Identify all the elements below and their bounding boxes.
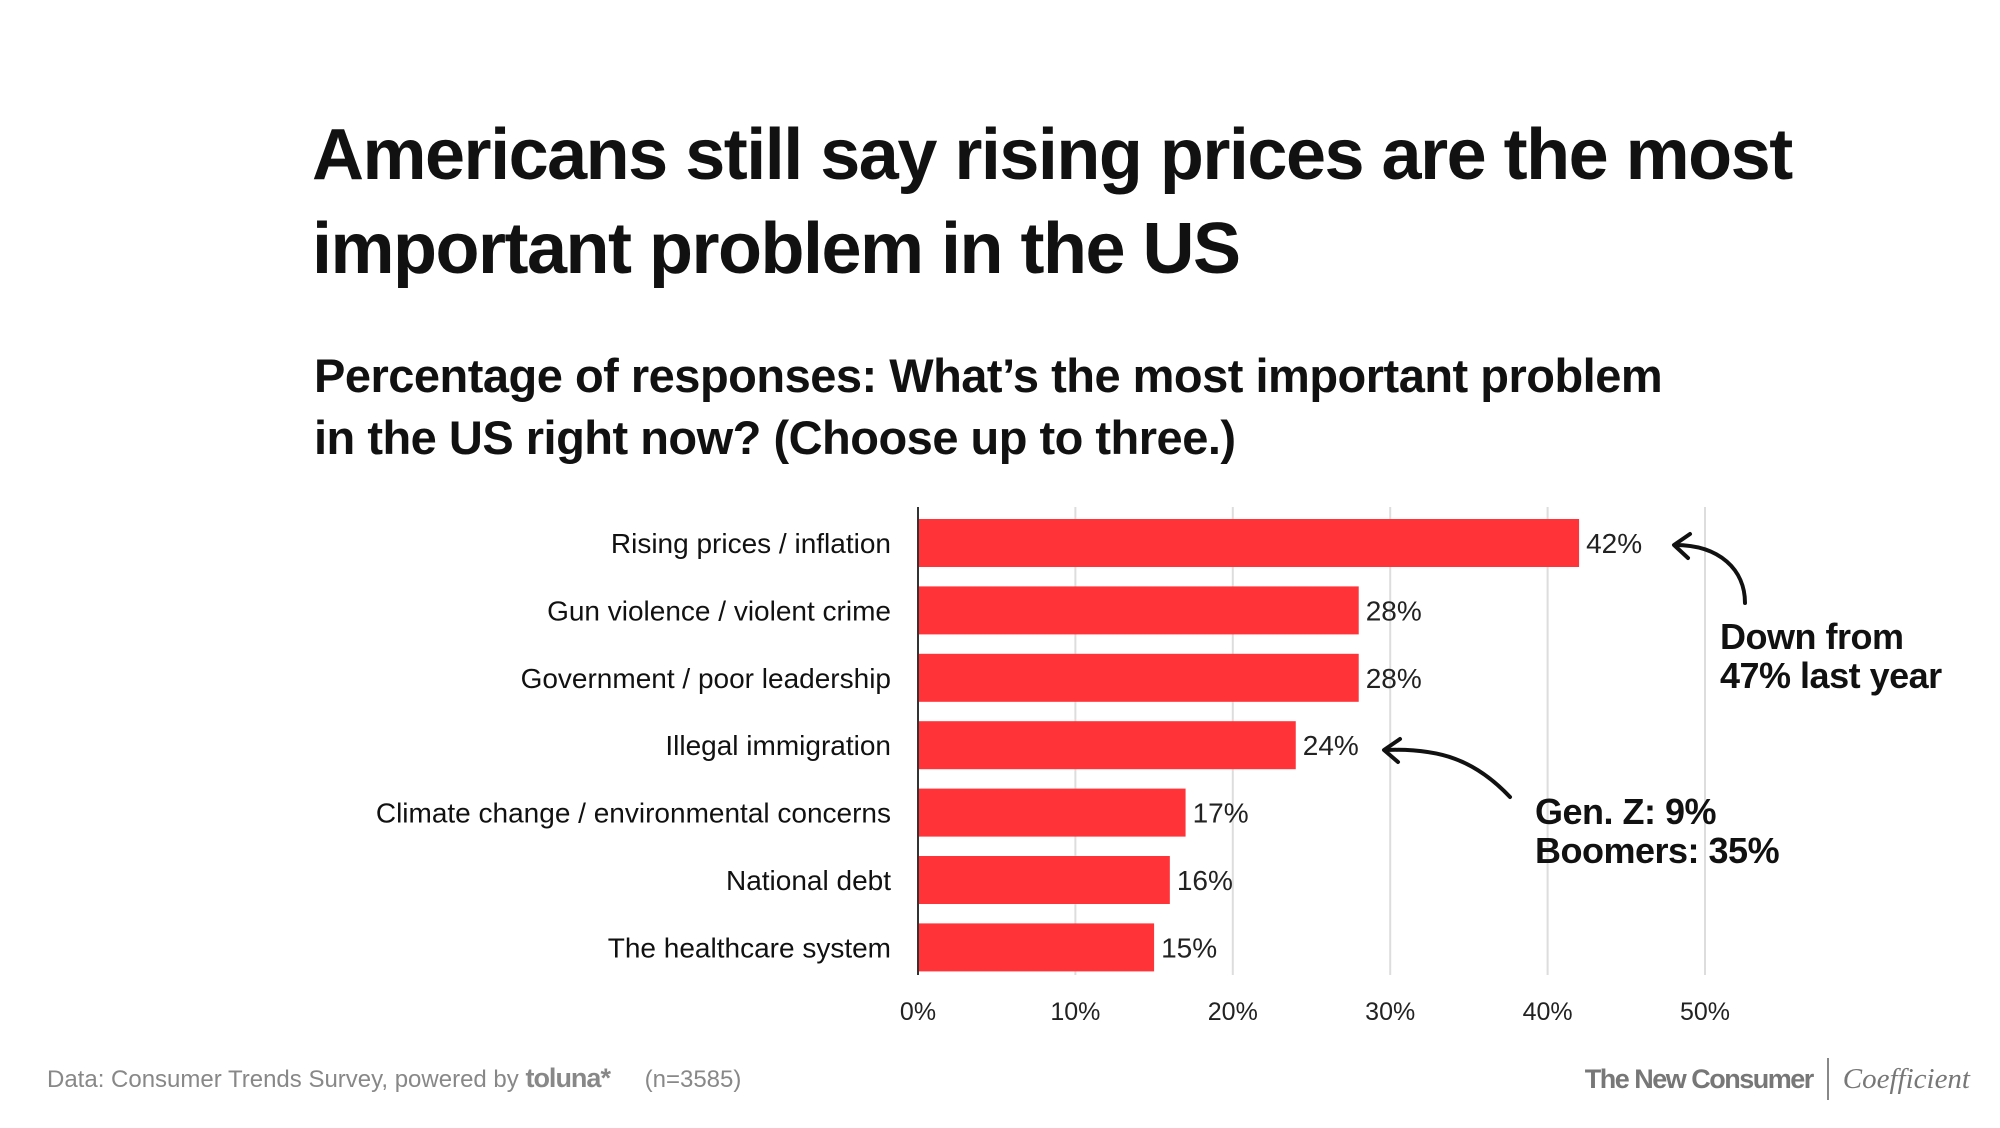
annotation-line: Boomers: 35% xyxy=(1535,830,1780,871)
annotation-line: Down from xyxy=(1720,616,1904,657)
category-label: Climate change / environmental concerns xyxy=(376,798,891,829)
bar xyxy=(918,923,1155,972)
category-label: Gun violence / violent crime xyxy=(547,595,891,626)
category-label: The healthcare system xyxy=(608,932,891,963)
sample-size: (n=3585) xyxy=(644,1066,742,1093)
x-tick-label: 30% xyxy=(1365,998,1415,1026)
category-label: National debt xyxy=(726,865,891,896)
value-label: 28% xyxy=(1366,663,1422,694)
chart-title: Americans still say rising prices are th… xyxy=(312,115,1793,289)
the-new-consumer-logo: The New Consumer xyxy=(1584,1063,1815,1094)
annotation-line: Gen. Z: 9% xyxy=(1535,791,1717,832)
value-label: 28% xyxy=(1366,595,1422,626)
value-label: 24% xyxy=(1303,730,1359,761)
annotation-immigration: Gen. Z: 9% Boomers: 35% xyxy=(1535,791,1780,871)
bar xyxy=(918,721,1296,770)
value-label: 17% xyxy=(1193,798,1249,829)
annotation-line: 47% last year xyxy=(1720,655,1942,696)
bar xyxy=(918,586,1359,635)
logo-divider xyxy=(1826,1058,1829,1100)
arrowhead-icon xyxy=(1672,532,1692,560)
toluna-logo: toluna* xyxy=(525,1063,610,1093)
value-label: 16% xyxy=(1177,865,1233,896)
source-note: Data: Consumer Trends Survey, powered by… xyxy=(47,1063,741,1094)
category-label: Rising prices / inflation xyxy=(611,528,891,559)
annotation-arrow xyxy=(1673,543,1747,605)
category-label: Government / poor leadership xyxy=(521,663,891,694)
bar xyxy=(918,856,1170,904)
value-label: 15% xyxy=(1161,932,1217,963)
value-label: 42% xyxy=(1586,528,1642,559)
bar xyxy=(918,519,1580,567)
source-text: Data: Consumer Trends Survey, powered by xyxy=(47,1066,519,1093)
x-tick-label: 50% xyxy=(1680,998,1730,1026)
x-tick-label: 10% xyxy=(1050,998,1100,1026)
category-label: Illegal immigration xyxy=(665,730,891,761)
arrowhead-icon xyxy=(1382,737,1402,764)
annotation-arrow xyxy=(1383,747,1512,799)
bar xyxy=(918,653,1359,702)
x-tick-label: 0% xyxy=(900,998,936,1026)
coefficient-logo: Coefficient xyxy=(1842,1062,1970,1095)
bar xyxy=(918,788,1186,837)
x-tick-label: 20% xyxy=(1208,998,1258,1026)
brand-logos: The New Consumer Coefficient xyxy=(1585,1058,1970,1100)
chart-subtitle: Percentage of responses: What’s the most… xyxy=(314,349,1663,464)
x-tick-label: 40% xyxy=(1523,998,1573,1026)
annotation-inflation: Down from 47% last year xyxy=(1720,617,1942,695)
